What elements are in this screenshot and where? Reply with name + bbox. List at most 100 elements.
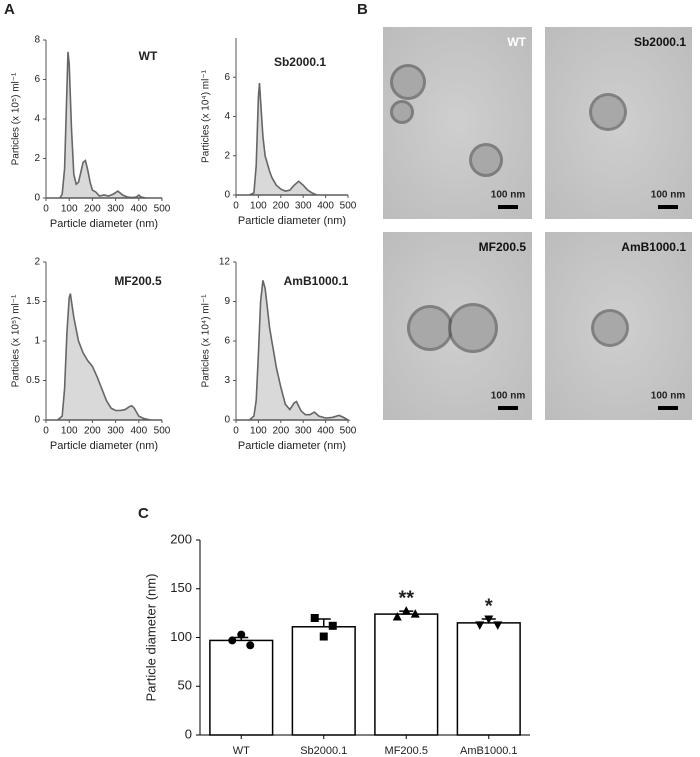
x-axis-label: Particle diameter (nm) [238, 215, 346, 227]
x-tick-label: 100 [61, 426, 78, 437]
scale-bar [658, 205, 678, 209]
micrograph-label: WT [507, 35, 526, 49]
data-point [392, 612, 402, 621]
y-tick-label: 0 [224, 190, 230, 201]
y-tick-label: 2 [224, 150, 230, 161]
micrograph-label: AmB1000.1 [621, 240, 686, 254]
x-tick-label: 400 [130, 426, 147, 437]
y-tick-label: 6 [224, 72, 230, 83]
significance: * [485, 595, 493, 617]
y-tick-label: 4 [34, 114, 40, 125]
y-axis-label: Particles (x 10⁴) ml⁻¹ [201, 294, 212, 388]
y-tick-label: 6 [224, 336, 230, 347]
x-tick-label: 500 [154, 204, 171, 215]
panel-letter: C [138, 505, 149, 522]
micrograph-label: Sb2000.1 [634, 35, 686, 49]
data-point [401, 606, 411, 615]
y-tick-label: 150 [170, 580, 192, 595]
y-tick-label: 50 [178, 678, 192, 693]
vesicle [594, 312, 626, 344]
scale-label: 100 nm [651, 391, 686, 402]
micrograph [383, 27, 532, 219]
x-tick-label: 300 [107, 204, 124, 215]
vesicle [393, 67, 423, 97]
data-point [228, 636, 237, 645]
chart-label: WT [139, 49, 158, 63]
x-tick-label: 400 [317, 426, 334, 437]
scale-label: 100 nm [651, 190, 686, 201]
data-point [475, 621, 485, 630]
significance: ** [398, 587, 414, 609]
y-axis-label: Particles (x 10⁴) ml⁻¹ [201, 69, 212, 163]
area-line [236, 280, 351, 421]
y-tick-label: 0 [34, 415, 40, 426]
bar [209, 639, 274, 736]
x-tick-label: 100 [250, 201, 267, 212]
x-tick-label: 200 [272, 201, 289, 212]
y-tick-label: 12 [219, 257, 231, 268]
y-axis-label: Particles (x 10⁵) ml⁻¹ [11, 72, 22, 165]
x-tick-label: Sb2000.1 [300, 745, 347, 757]
x-axis-label: Particle diameter (nm) [50, 440, 158, 452]
y-axis-label: Particle diameter (nm) [143, 574, 158, 702]
data-point [493, 621, 503, 630]
x-tick-label: WT [233, 745, 250, 757]
x-tick-label: 200 [272, 426, 289, 437]
x-tick-label: 400 [317, 201, 334, 212]
y-tick-label: 4 [224, 111, 230, 122]
scale-bar [498, 205, 518, 209]
y-tick-label: 1 [34, 336, 40, 347]
x-tick-label: 100 [250, 426, 267, 437]
x-tick-label: 0 [43, 204, 49, 215]
y-tick-label: 0 [34, 193, 40, 204]
x-axis-label: Particle diameter (nm) [238, 440, 346, 452]
y-tick-label: 3 [224, 375, 230, 386]
chart-label: MF200.5 [114, 274, 162, 288]
y-tick-label: 2 [34, 257, 40, 268]
vesicle [451, 306, 495, 350]
x-tick-label: 0 [233, 426, 239, 437]
data-point [310, 614, 319, 622]
x-tick-label: 0 [233, 201, 239, 212]
vesicle [592, 96, 624, 128]
scale-bar [658, 406, 678, 410]
data-point [328, 621, 337, 630]
x-tick-label: 500 [340, 426, 357, 437]
data-point [246, 641, 255, 650]
area-line [46, 293, 162, 421]
area-line [46, 51, 162, 199]
bar [291, 626, 356, 736]
x-tick-label: 300 [295, 426, 312, 437]
y-axis-label: Particles (x 10⁵) ml⁻¹ [11, 294, 22, 387]
y-tick-label: 200 [170, 531, 192, 546]
data-point [319, 632, 328, 641]
y-tick-label: 0 [185, 726, 192, 741]
y-tick-label: 0 [224, 415, 230, 426]
y-tick-label: 6 [34, 74, 40, 85]
panel-letter: B [357, 1, 368, 18]
bar [374, 613, 439, 736]
x-tick-label: AmB1000.1 [460, 745, 517, 757]
vesicle [393, 103, 411, 121]
x-tick-label: 100 [61, 204, 78, 215]
data-point [237, 630, 246, 639]
y-tick-label: 2 [34, 153, 40, 164]
micrograph-label: MF200.5 [479, 240, 527, 254]
vesicle [472, 146, 500, 174]
bar [456, 622, 521, 736]
x-tick-label: 300 [295, 201, 312, 212]
y-tick-label: 100 [170, 629, 192, 644]
panel-letter: A [4, 1, 15, 18]
x-axis-label: Particle diameter (nm) [50, 218, 158, 230]
area-line [236, 83, 348, 196]
x-tick-label: 0 [43, 426, 49, 437]
x-tick-label: 500 [340, 201, 357, 212]
error-bar [316, 618, 331, 627]
chart-label: Sb2000.1 [274, 55, 326, 69]
x-tick-label: MF200.5 [385, 745, 428, 757]
x-tick-label: 200 [84, 426, 101, 437]
chart-label: AmB1000.1 [284, 274, 349, 288]
x-tick-label: 200 [84, 204, 101, 215]
data-point [484, 615, 494, 624]
vesicle [410, 308, 450, 348]
